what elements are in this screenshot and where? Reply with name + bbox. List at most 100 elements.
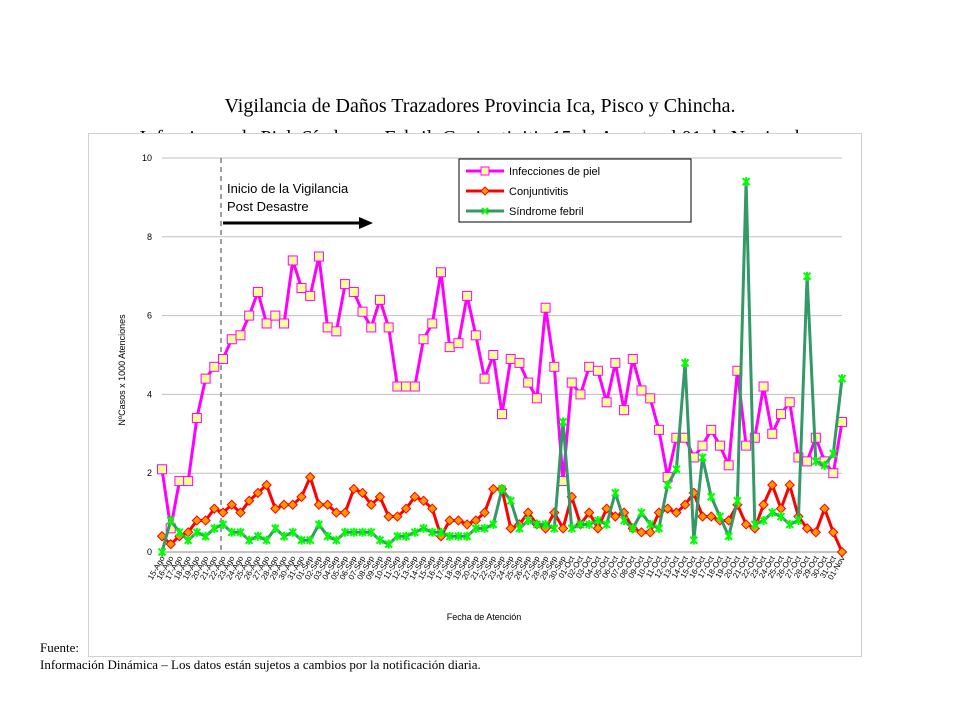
data-point [811,456,821,466]
data-point [601,397,612,408]
data-point [201,531,210,541]
data-point [567,523,576,533]
data-point [261,479,272,491]
series-2 [157,177,847,557]
chart-legend: Infecciones de piel Conjuntivitis Síndrome… [458,158,692,223]
data-point [200,515,211,526]
data-point [445,531,454,541]
data-point [279,531,289,541]
data-point [322,499,333,510]
data-point [305,290,316,301]
data-point [287,499,298,510]
legend-marker [480,166,490,176]
data-point [192,527,202,537]
annotation-arrow-head [359,217,374,229]
data-point [531,393,542,404]
data-point [454,531,463,541]
data-point [288,527,297,537]
data-point [323,531,332,541]
data-point [715,512,725,522]
data-point [305,535,315,545]
data-point [689,535,699,545]
annotation-group: Inicio de la Vigilancia Post Desastre [220,158,374,552]
page-title: Vigilancia de Daños Trazadores Provincia… [224,95,736,117]
data-point [775,409,786,420]
data-point [383,511,394,522]
data-point [515,523,524,533]
data-point [244,310,255,321]
data-point [828,468,839,479]
series-layer [156,177,848,558]
data-point [191,515,203,526]
data-point [313,251,324,262]
data-point [619,515,629,525]
footer-source-label: Fuente: [40,640,83,656]
data-point [313,499,325,510]
data-point [401,381,412,392]
data-point [837,416,847,427]
data-point [611,488,620,498]
data-point [409,381,420,392]
data-point [593,515,603,525]
data-point [366,499,377,510]
data-point [410,527,420,537]
data-point [157,547,167,557]
data-point [296,283,307,294]
line-chart: 0 2 4 6 8 10 Inicio de la Vigilancia Post Des… [117,153,848,622]
data-point [418,495,429,506]
data-point [497,409,507,420]
data-point [706,424,717,435]
data-point [174,476,185,487]
data-point [558,417,568,427]
data-point [358,527,367,537]
data-point [741,177,751,187]
data-point [636,527,647,538]
data-point [227,527,236,537]
data-point [427,318,438,329]
data-point [270,310,281,321]
data-point [602,519,611,529]
data-point [348,286,359,297]
data-point [636,385,647,396]
data-point [226,334,237,345]
data-point [270,503,281,514]
data-point [418,334,429,345]
data-point [339,507,351,518]
data-point [401,531,411,541]
x-axis-ticks: 15-Ago16-Ago17-Ago18-Ago19-Ago20-Ago21-A… [146,554,847,582]
data-point [165,538,176,550]
data-point [654,523,664,533]
data-point [444,342,455,353]
data-point [794,515,803,525]
y-tick-label: 0 [147,547,152,557]
data-point [340,279,351,290]
data-point [191,413,202,424]
data-point [349,527,359,537]
data-point [331,507,342,518]
data-point [340,527,350,537]
data-point [392,511,403,522]
data-point [332,535,341,545]
data-point [366,322,377,333]
data-point [183,535,193,545]
data-point [383,322,394,333]
legend-item: Síndrome febril [466,206,584,218]
y-tick-label: 10 [142,153,152,163]
data-point [357,306,368,317]
data-point [724,531,733,541]
data-point [549,361,560,372]
data-point [592,523,604,534]
data-point [680,358,690,368]
y-tick-label: 6 [147,311,152,321]
data-point [209,361,220,372]
data-point [505,353,516,364]
data-point [775,503,787,514]
data-point [278,499,290,510]
data-point [828,527,839,538]
data-point [505,523,516,534]
data-point [584,361,595,372]
data-point [304,471,316,483]
y-axis-label: NºCasos x 1000 Atenciones [117,314,127,426]
data-point [357,487,368,499]
annotation-text-line1: Inicio de la Vigilancia [227,181,349,196]
